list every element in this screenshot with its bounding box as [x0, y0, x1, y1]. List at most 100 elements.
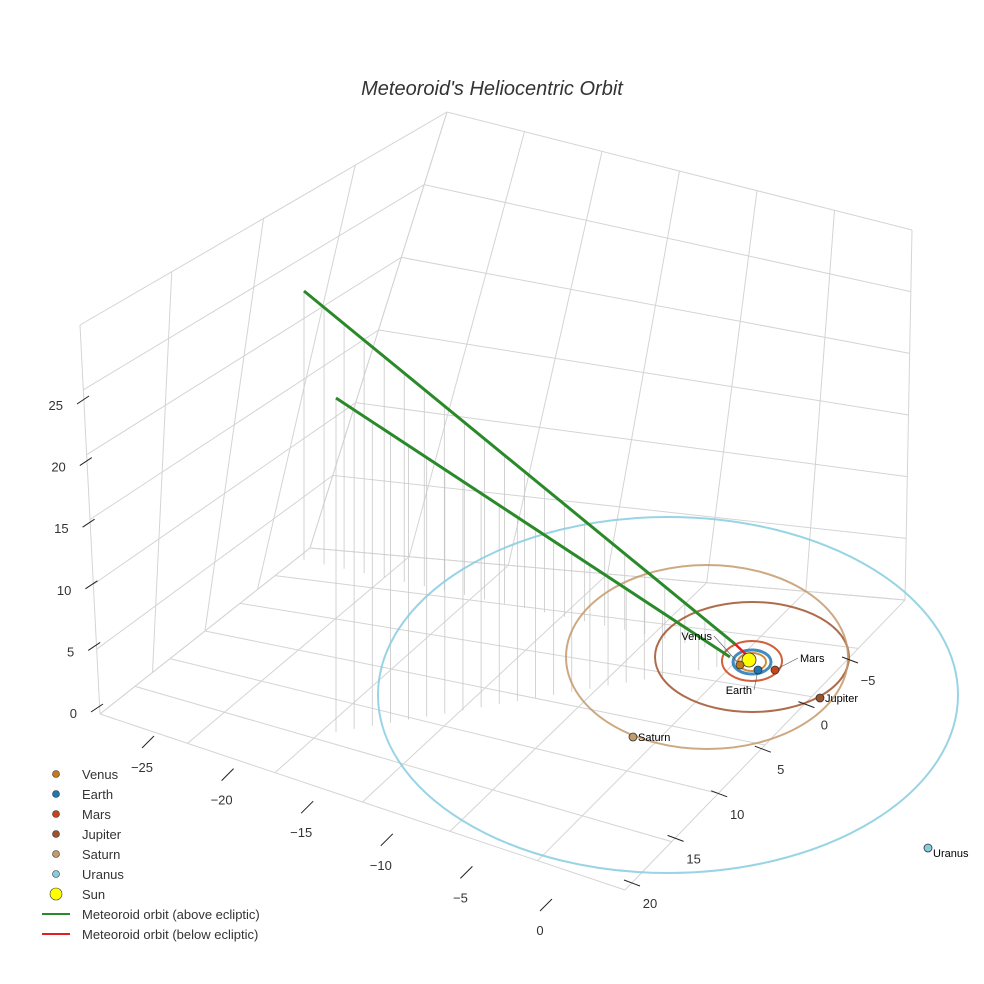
z-tick-label: 15 — [54, 521, 68, 536]
meteoroid-orbit — [303, 289, 753, 661]
z-tick-mark — [90, 703, 104, 713]
legend-label: Meteoroid orbit (below ecliptic) — [82, 927, 258, 942]
jupiter-marker — [815, 693, 825, 703]
z-tick-mark — [85, 580, 98, 590]
x-tick-mark — [300, 800, 314, 814]
legend-item[interactable]: Uranus — [52, 867, 125, 882]
orbit-uranus — [377, 516, 959, 874]
meteoroid-orbit-above — [303, 289, 736, 646]
mars-label: Mars — [800, 653, 825, 665]
legend-marker-icon — [52, 810, 60, 818]
earth-label: Earth — [726, 685, 752, 697]
saturn-label: Saturn — [638, 732, 670, 744]
left-wall-gridline — [79, 324, 101, 715]
orbit-mars — [721, 640, 783, 682]
venus-marker — [735, 660, 745, 670]
wall-gridline-horizontal — [86, 256, 910, 456]
y-tick-mark — [623, 879, 641, 887]
orbit-earth — [731, 648, 773, 676]
left-wall-gridline — [204, 218, 264, 632]
x-tick-mark — [380, 833, 394, 847]
legend[interactable]: Venus Earth Mars Jupiter Saturn Uranus Sun Mete… — [42, 767, 260, 942]
x-tick-mark — [141, 735, 155, 749]
legend-label: Saturn — [82, 847, 120, 862]
y-tick-label: 15 — [686, 851, 700, 866]
legend-label: Earth — [82, 787, 113, 802]
planet-orbits — [377, 516, 959, 874]
y-tick-label: 10 — [730, 807, 744, 822]
x-tick-label: −15 — [290, 825, 312, 840]
x-tick-label: −10 — [370, 858, 392, 873]
chart-title: Meteoroid's Heliocentric Orbit — [361, 78, 624, 100]
z-tick-label: 20 — [51, 460, 65, 475]
back-wall-gridline — [904, 229, 913, 601]
drop-lines — [303, 291, 746, 732]
venus-leader-line — [713, 635, 741, 666]
y-tick-mark — [711, 790, 728, 798]
x-tick-label: −20 — [211, 793, 233, 808]
legend-item[interactable]: Venus — [52, 767, 119, 782]
left-wall-gridline — [257, 165, 356, 590]
x-tick-label: 0 — [536, 923, 543, 938]
z-tick-mark — [87, 641, 101, 651]
legend-marker-icon — [52, 830, 60, 838]
x-tick-mark — [539, 898, 553, 912]
back-wall-gridline — [706, 190, 758, 583]
floor-gridline — [537, 590, 807, 862]
orbit-saturn — [565, 564, 849, 750]
uranus-label: Uranus — [933, 848, 969, 860]
back-wall-gridline — [607, 170, 680, 575]
uranus-marker — [923, 843, 933, 853]
legend-item[interactable]: Meteoroid orbit (below ecliptic) — [42, 927, 258, 942]
y-tick-mark — [798, 701, 815, 709]
jupiter-label: Jupiter — [825, 693, 858, 705]
legend-label: Jupiter — [82, 827, 122, 842]
back-wall-gridline — [408, 131, 525, 557]
legend-marker-icon — [52, 790, 60, 798]
floor-gridline — [624, 599, 906, 891]
legend-item[interactable]: Earth — [52, 787, 114, 802]
legend-item[interactable]: Meteoroid orbit (above ecliptic) — [42, 907, 260, 922]
axis-ticks: −25 −20 −15 −10 −5 0 −5 0 5 10 15 20 0 5 10 15 20 25 — [49, 395, 876, 938]
saturn-marker — [628, 732, 638, 742]
legend-marker-icon — [52, 770, 60, 778]
legend-item[interactable]: Sun — [49, 887, 105, 902]
meteoroid-orbit-above — [335, 396, 731, 659]
y-tick-mark — [754, 745, 771, 753]
wall-gridline-horizontal — [83, 184, 911, 391]
legend-marker-icon — [52, 850, 60, 858]
legend-label: Mars — [82, 807, 111, 822]
x-tick-mark — [221, 768, 234, 781]
x-tick-mark — [460, 866, 473, 879]
legend-item[interactable]: Jupiter — [52, 827, 122, 842]
back-wall-gridline — [507, 151, 603, 566]
z-tick-label: 5 — [67, 644, 74, 659]
y-tick-mark — [667, 834, 684, 842]
legend-item[interactable]: Mars — [52, 807, 112, 822]
x-tick-label: −5 — [453, 890, 468, 905]
legend-marker-icon — [49, 887, 63, 901]
z-tick-mark — [82, 518, 95, 528]
earth-marker — [753, 665, 763, 675]
y-tick-mark — [841, 656, 859, 664]
y-tick-label: −5 — [861, 673, 876, 688]
wall-gridline-horizontal — [99, 547, 906, 715]
z-tick-label: 10 — [57, 583, 71, 598]
legend-label: Venus — [82, 767, 119, 782]
legend-marker-icon — [52, 870, 60, 878]
y-tick-label: 0 — [821, 718, 828, 733]
legend-label: Meteoroid orbit (above ecliptic) — [82, 907, 260, 922]
x-tick-label: −25 — [131, 760, 153, 775]
legend-label: Sun — [82, 887, 105, 902]
z-tick-label: 0 — [70, 706, 77, 721]
mars-marker — [770, 665, 780, 675]
planet-markers: Venus Earth Mars Jupiter Saturn Uranus — [628, 631, 969, 860]
legend-item[interactable]: Saturn — [52, 847, 121, 862]
legend-label: Uranus — [82, 867, 124, 882]
z-tick-mark — [76, 395, 90, 405]
wall-gridline-horizontal — [89, 329, 909, 520]
left-wall-gridline — [152, 271, 173, 673]
y-tick-label: 20 — [643, 896, 657, 911]
